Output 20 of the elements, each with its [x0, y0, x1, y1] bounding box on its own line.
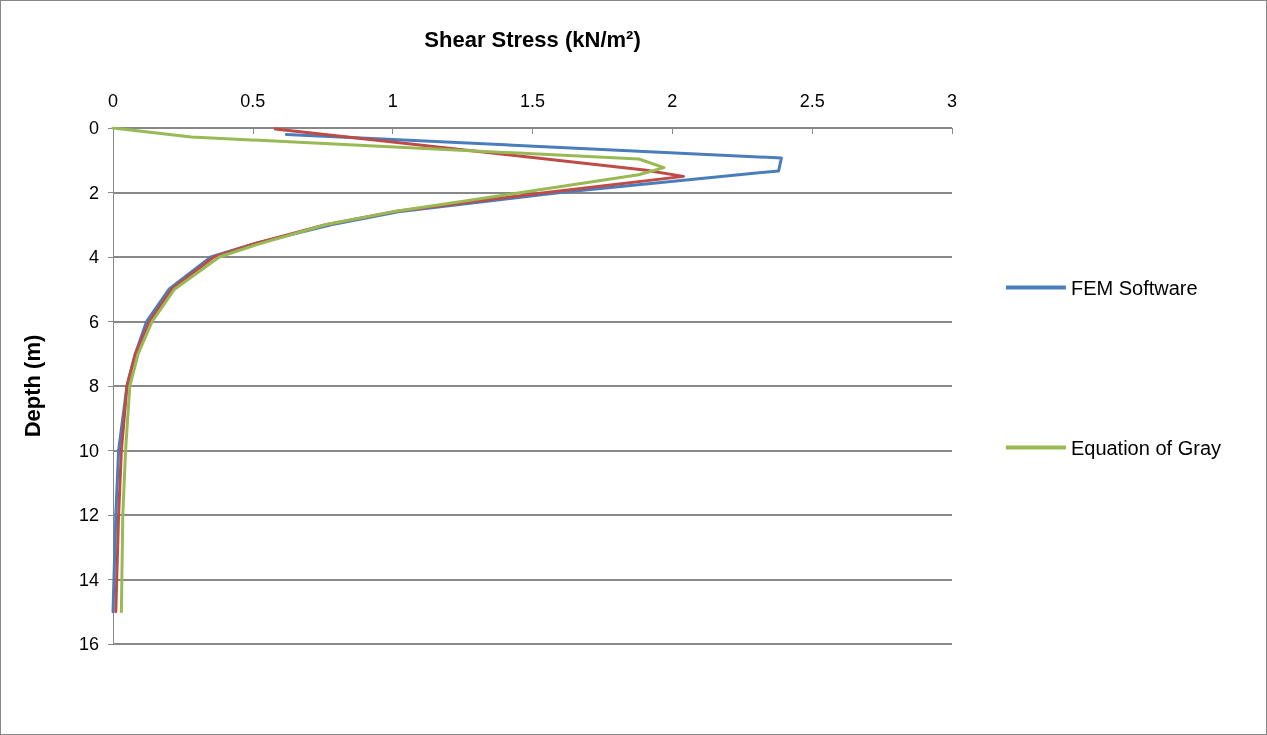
y-tick-label: 14	[78, 569, 99, 590]
y-axis-title: Depth (m)	[19, 334, 45, 438]
y-tick-label: 0	[88, 118, 99, 138]
y-tick-label: 8	[88, 376, 99, 396]
x-tick-label: 2	[667, 91, 678, 111]
x-tick-label: 0	[107, 91, 119, 111]
y-tick-label: 12	[78, 505, 99, 525]
y-tick-label: 4	[88, 247, 99, 267]
x-tick-label: 1.5	[519, 91, 546, 111]
y-tick-label: 6	[88, 311, 99, 332]
legend-label: FEM Software	[1070, 276, 1198, 299]
y-tick-label: 10	[78, 440, 99, 461]
x-tick-label: 2.5	[799, 91, 825, 111]
legend-label: Equation of Gray	[1070, 436, 1222, 459]
y-tick-label: 16	[78, 634, 99, 654]
y-tick-label: 2	[88, 182, 99, 203]
x-tick-label: 0.5	[240, 91, 266, 111]
x-tick-label: 1	[387, 91, 398, 111]
x-axis-title: Shear Stress (kN/m²)	[424, 26, 641, 52]
x-tick-label: 3	[946, 91, 958, 111]
